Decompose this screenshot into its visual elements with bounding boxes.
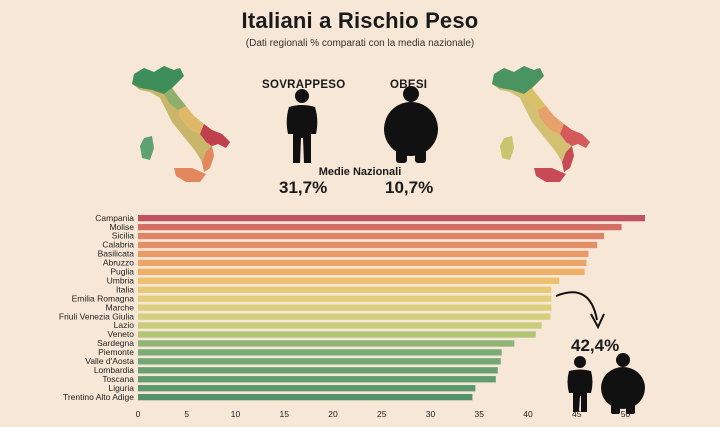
category-label: Umbria (107, 275, 135, 285)
overweight-national-value: 31,7% (279, 178, 328, 197)
curved-arrow-icon (555, 291, 598, 321)
category-label: Basilicata (98, 249, 135, 259)
x-tick-label: 20 (328, 409, 338, 419)
obese-person-icon (384, 86, 438, 163)
bar-liguria (138, 385, 476, 392)
x-tick-label: 40 (523, 409, 533, 419)
overweight-label: SOVRAPPESO (262, 79, 346, 91)
bar-lazio (138, 322, 542, 329)
obese-label: OBESI (390, 79, 428, 91)
map-north-region (132, 66, 184, 94)
category-label: Puglia (110, 267, 134, 277)
category-label: Liguria (108, 383, 134, 393)
bar-toscana (138, 376, 496, 383)
category-label: Piemonte (98, 347, 134, 357)
map-calabria-region (202, 146, 214, 172)
page-subtitle: (Dati regionali % comparati con la media… (245, 38, 475, 49)
x-tick-label: 15 (280, 409, 290, 419)
category-label: Lombardia (94, 365, 134, 375)
category-label: Calabria (102, 240, 134, 250)
category-label: Sardegna (97, 338, 134, 348)
page-title: Italiani a Rischio Peso (241, 8, 479, 33)
bar-lombardia (138, 367, 498, 374)
bar-marche (138, 304, 552, 311)
bar-veneto (138, 331, 536, 338)
x-tick-label: 35 (475, 409, 485, 419)
bar-umbria (138, 277, 560, 284)
category-label: Friuli Venezia Giulia (59, 311, 134, 321)
bar-campania (138, 215, 645, 222)
category-label: Abruzzo (103, 258, 134, 268)
bar-sardegna (138, 340, 515, 347)
map-campania-region (200, 124, 230, 148)
category-label: Marche (106, 302, 135, 312)
obese-national-value: 10,7% (385, 178, 434, 197)
bar-friuli-venezia-giulia (138, 313, 551, 320)
bar-puglia (138, 268, 585, 275)
national-averages-label: Medie Nazionali (318, 166, 402, 178)
category-label: Sicilia (112, 231, 134, 241)
bar-abruzzo (138, 259, 587, 267)
bar-italia (138, 286, 552, 293)
category-label: Veneto (108, 329, 135, 339)
x-tick-label: 25 (377, 409, 387, 419)
category-label: Emilia Romagna (72, 293, 135, 303)
x-tick-label: 10 (231, 409, 241, 419)
map-sicily-region (174, 168, 206, 182)
bar-emilia-romagna (138, 295, 552, 302)
overweight-person-icon (286, 89, 318, 163)
category-label: Valle d'Aosta (85, 356, 134, 366)
bar-valle-d-aosta (138, 358, 501, 365)
category-label: Toscana (102, 374, 134, 384)
category-label: Italia (116, 284, 134, 294)
x-tick-label: 30 (426, 409, 436, 419)
category-label: Trentino Alto Adige (63, 392, 134, 402)
bar-piemonte (138, 349, 502, 356)
italy-map-left (132, 66, 230, 182)
x-tick-label: 45 (572, 409, 582, 419)
map-center-region (164, 88, 186, 110)
category-label: Campania (95, 213, 134, 223)
bar-calabria (138, 241, 598, 249)
bar-molise (138, 223, 622, 231)
category-label: Lazio (114, 320, 135, 330)
callout-overweight-person-icon (567, 356, 593, 412)
callout-obese-person-icon (601, 353, 645, 414)
bar-sicilia (138, 232, 605, 240)
bar-trentino-alto-adige (138, 394, 473, 401)
x-tick-label: 5 (184, 409, 189, 419)
callout-value: 42,4% (571, 336, 620, 355)
category-label: Molise (109, 222, 134, 232)
map-sardinia-region (140, 136, 154, 160)
bar-chart: CampaniaMoliseSiciliaCalabriaBasilicataA… (59, 213, 645, 419)
x-tick-label: 50 (621, 409, 631, 419)
italy-map-right (492, 66, 590, 182)
bar-basilicata (138, 250, 589, 258)
x-tick-label: 0 (136, 409, 141, 419)
map-center-south-region (178, 106, 204, 134)
